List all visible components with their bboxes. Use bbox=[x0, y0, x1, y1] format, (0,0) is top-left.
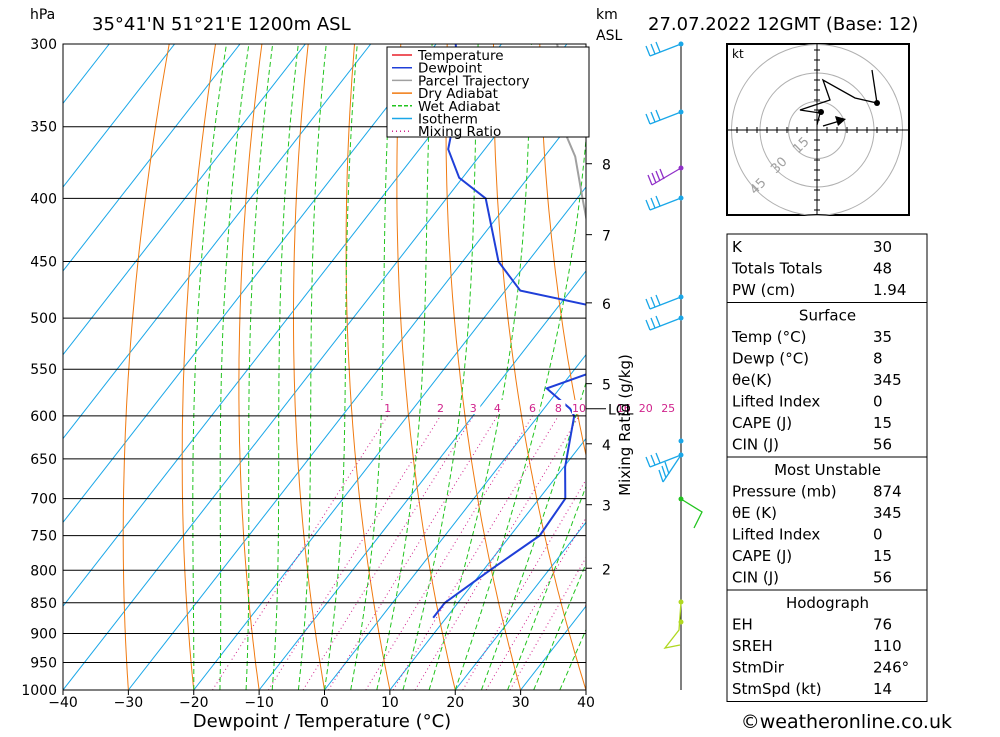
mixing-ratio-label: 3 bbox=[470, 402, 477, 415]
index-row-label: Lifted Index bbox=[732, 526, 820, 544]
km-unit-label: km bbox=[596, 7, 618, 23]
index-row-value: 76 bbox=[873, 616, 892, 634]
index-row-value: 8 bbox=[873, 350, 883, 368]
pressure-tick-label: 650 bbox=[30, 452, 57, 468]
index-row-label: Totals Totals bbox=[731, 260, 823, 278]
index-row-value: 15 bbox=[873, 414, 892, 432]
index-row-value: 1.94 bbox=[873, 281, 906, 299]
section-heading: Most Unstable bbox=[774, 461, 881, 479]
x-tick-label: −40 bbox=[48, 695, 78, 711]
x-tick-label: 30 bbox=[512, 695, 530, 711]
index-row-label: SREH bbox=[732, 637, 773, 655]
mixing-ratio-label: 10 bbox=[572, 402, 586, 415]
index-row-value: 48 bbox=[873, 260, 892, 278]
mixing-ratio-label: 1 bbox=[384, 402, 391, 415]
index-row-value: 56 bbox=[873, 569, 892, 587]
height-tick-label: 2 bbox=[602, 562, 611, 578]
datetime-title: 27.07.2022 12GMT (Base: 12) bbox=[648, 14, 918, 35]
index-row-label: θE (K) bbox=[732, 504, 777, 522]
index-row-value: 56 bbox=[873, 436, 892, 454]
index-row-label: EH bbox=[732, 616, 753, 634]
pressure-tick-label: 400 bbox=[30, 191, 57, 207]
x-tick-label: −10 bbox=[244, 695, 274, 711]
credit-text: ©weatheronline.co.uk bbox=[741, 711, 952, 733]
x-tick-label: 40 bbox=[577, 695, 595, 711]
index-row-label: StmSpd (kt) bbox=[732, 680, 822, 698]
wind-level-dot bbox=[679, 439, 684, 444]
x-tick-label: 10 bbox=[381, 695, 399, 711]
index-row-label: StmDir bbox=[732, 659, 785, 677]
index-row-label: Temp (°C) bbox=[731, 328, 806, 346]
hodograph-unit-label: kt bbox=[732, 47, 744, 61]
index-row-value: 35 bbox=[873, 328, 892, 346]
hodograph-point bbox=[818, 109, 824, 115]
hodograph-point bbox=[874, 100, 880, 106]
index-row-value: 345 bbox=[873, 504, 902, 522]
x-tick-label: 20 bbox=[446, 695, 464, 711]
index-row-label: CAPE (J) bbox=[732, 414, 792, 432]
section-heading: Hodograph bbox=[786, 594, 869, 612]
height-tick-label: 5 bbox=[602, 378, 611, 394]
mixing-ratio-label: 2 bbox=[437, 402, 444, 415]
index-row-label: Dewp (°C) bbox=[732, 350, 809, 368]
index-row-label: Pressure (mb) bbox=[732, 483, 837, 501]
pressure-tick-label: 700 bbox=[30, 492, 57, 508]
indices-table: K 30 Totals Totals 48 PW (cm) 1.94 Surface Temp… bbox=[727, 234, 927, 702]
pressure-tick-label: 300 bbox=[30, 37, 57, 53]
x-tick-label: −20 bbox=[179, 695, 209, 711]
index-row-value: 345 bbox=[873, 371, 902, 389]
index-row-value: 110 bbox=[873, 637, 902, 655]
pressure-tick-label: 600 bbox=[30, 409, 57, 425]
pressure-tick-label: 450 bbox=[30, 255, 57, 271]
index-row-label: PW (cm) bbox=[732, 281, 795, 299]
hpa-unit-label: hPa bbox=[30, 7, 55, 23]
pressure-tick-label: 950 bbox=[30, 655, 57, 671]
index-row-label: K bbox=[732, 238, 743, 256]
pressure-tick-label: 750 bbox=[30, 529, 57, 545]
height-tick-label: 4 bbox=[602, 438, 611, 454]
legend-label-mixing_ratio: Mixing Ratio bbox=[418, 124, 501, 140]
index-row-value: 0 bbox=[873, 393, 883, 411]
height-tick-label: 6 bbox=[602, 297, 611, 313]
index-row-label: θe(K) bbox=[732, 371, 772, 389]
height-tick-label: 8 bbox=[602, 158, 611, 174]
mixing-ratio-label: 25 bbox=[661, 402, 675, 415]
mixing-ratio-label: 6 bbox=[529, 402, 536, 415]
index-row-label: Lifted Index bbox=[732, 393, 820, 411]
height-tick-label: 7 bbox=[602, 229, 611, 245]
x-tick-label: −30 bbox=[114, 695, 144, 711]
location-title: 35°41'N 51°21'E 1200m ASL bbox=[92, 14, 351, 35]
mixing-ratio-label: 4 bbox=[494, 402, 501, 415]
index-row-label: CAPE (J) bbox=[732, 547, 792, 565]
index-row-value: 14 bbox=[873, 680, 892, 698]
index-row-value: 0 bbox=[873, 526, 883, 544]
mixing-ratio-label: 20 bbox=[639, 402, 653, 415]
height-tick-label: 3 bbox=[602, 499, 611, 515]
index-row-value: 874 bbox=[873, 483, 902, 501]
pressure-tick-label: 350 bbox=[30, 120, 57, 136]
pressure-tick-label: 800 bbox=[30, 563, 57, 579]
index-row-value: 30 bbox=[873, 238, 892, 256]
pressure-tick-label: 500 bbox=[30, 311, 57, 327]
pressure-tick-label: 900 bbox=[30, 626, 57, 642]
index-row-label: CIN (J) bbox=[732, 569, 779, 587]
index-row-label: CIN (J) bbox=[732, 436, 779, 454]
pressure-tick-label: 550 bbox=[30, 362, 57, 378]
mixing-ratio-axis-title: Mixing Ratio (g/kg) bbox=[616, 354, 634, 496]
km-asl-label: ASL bbox=[596, 28, 622, 44]
pressure-tick-label: 850 bbox=[30, 596, 57, 612]
index-row-value: 246° bbox=[873, 659, 909, 677]
x-axis-title: Dewpoint / Temperature (°C) bbox=[193, 711, 451, 732]
index-row-value: 15 bbox=[873, 547, 892, 565]
x-tick-label: 0 bbox=[320, 695, 329, 711]
mixing-ratio-label: 8 bbox=[555, 402, 562, 415]
section-heading: Surface bbox=[799, 307, 856, 325]
